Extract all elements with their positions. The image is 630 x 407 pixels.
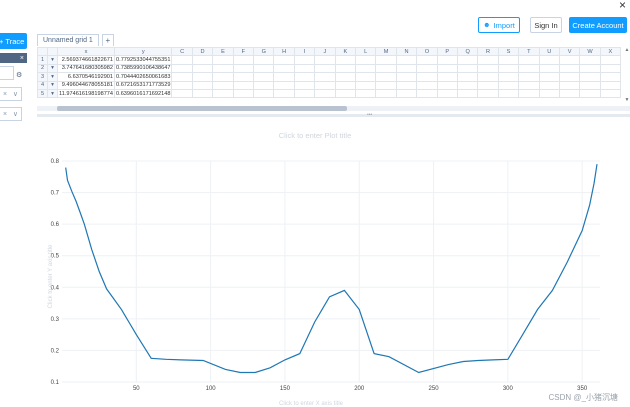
- clear-icon[interactable]: ×: [2, 90, 8, 98]
- panel-resize-handle[interactable]: •••: [37, 112, 630, 118]
- x-axis-title[interactable]: Click to enter X axis title: [279, 401, 344, 407]
- tab-unnamed-grid[interactable]: Unnamed grid 1: [37, 34, 99, 46]
- grip-icon: •••: [367, 112, 373, 118]
- sign-in-button[interactable]: Sign In: [530, 17, 562, 33]
- cell-empty[interactable]: [599, 88, 622, 99]
- horizontal-scrollbar[interactable]: [37, 106, 630, 111]
- grid-tabs: Unnamed grid 1 +: [37, 34, 114, 46]
- scroll-down-icon[interactable]: ▼: [624, 97, 630, 103]
- x-tick-label: 300: [503, 386, 514, 392]
- y-axis-title[interactable]: Click to enter Y axis title: [48, 244, 54, 308]
- import-button[interactable]: ☻ Import: [478, 17, 520, 33]
- y-tick-label: 0.4: [51, 285, 60, 291]
- y-tick-label: 0.5: [51, 254, 60, 260]
- y-tick-label: 0.1: [51, 380, 60, 386]
- trace-close-icon[interactable]: ×: [19, 54, 24, 62]
- trace-y-select[interactable]: × ∨: [0, 107, 22, 121]
- import-label: Import: [493, 20, 515, 30]
- x-tick-label: 50: [133, 386, 140, 392]
- add-trace-button[interactable]: + Trace: [0, 33, 27, 49]
- clear-icon[interactable]: ×: [2, 110, 8, 118]
- plus-icon: +: [0, 36, 4, 46]
- series-line: [65, 164, 598, 374]
- scrollbar-thumb[interactable]: [57, 106, 347, 111]
- trace-header: ×: [0, 53, 27, 63]
- y-tick-label: 0.8: [51, 159, 60, 165]
- y-tick-label: 0.2: [51, 348, 60, 354]
- user-icon: ☻: [483, 21, 491, 29]
- plot-title[interactable]: Click to enter Plot title: [278, 131, 352, 140]
- chevron-down-icon[interactable]: ∨: [12, 111, 19, 118]
- table-row: 5 ▾ 11.974616198198774 0.6396016171692148: [37, 88, 622, 99]
- close-icon[interactable]: ×: [618, 0, 626, 12]
- sidebar: + Trace × ⚙ × ∨ × ∨: [0, 14, 30, 407]
- x-tick-label: 150: [280, 386, 291, 392]
- x-tick-label: 100: [206, 386, 217, 392]
- gear-icon[interactable]: ⚙: [16, 72, 23, 79]
- scroll-up-icon[interactable]: ▲: [624, 47, 630, 53]
- add-grid-button[interactable]: +: [101, 34, 114, 46]
- x-tick-label: 250: [429, 386, 440, 392]
- y-tick-label: 0.6: [51, 222, 60, 228]
- chevron-down-icon[interactable]: ∨: [12, 91, 19, 98]
- x-tick-label: 350: [577, 386, 588, 392]
- x-tick-label: 200: [354, 386, 365, 392]
- y-tick-label: 0.7: [51, 191, 60, 197]
- vertical-scrollbar[interactable]: ▲ ▼: [624, 47, 630, 103]
- y-tick-label: 0.3: [51, 317, 60, 323]
- trace-x-select[interactable]: × ∨: [0, 87, 22, 101]
- trace-name-input[interactable]: [0, 66, 14, 80]
- trace-label: Trace: [5, 36, 25, 46]
- create-account-button[interactable]: Create Account: [569, 17, 627, 33]
- top-bar: × ☻ Import Sign In Create Account: [0, 0, 630, 34]
- watermark: CSDN @_小猪沉塘: [548, 393, 618, 402]
